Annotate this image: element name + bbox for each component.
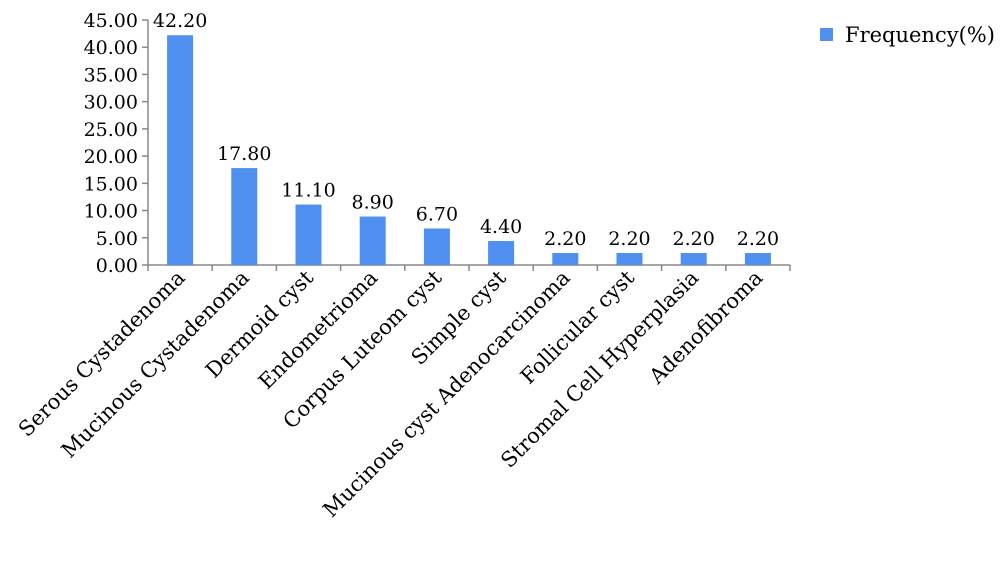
legend-label: Frequency(%)	[845, 23, 995, 47]
bar	[167, 35, 194, 265]
bar	[359, 216, 386, 265]
data-label: 2.20	[544, 228, 586, 250]
data-label: 6.70	[416, 204, 458, 226]
y-tick-label: 20.00	[84, 146, 138, 168]
data-label: 8.90	[352, 192, 394, 214]
y-tick-label: 10.00	[84, 201, 138, 223]
y-tick-label: 30.00	[84, 92, 138, 114]
bar	[744, 253, 771, 265]
bars	[167, 35, 771, 265]
data-label: 11.10	[281, 180, 335, 202]
category-label: Adenofibroma	[644, 266, 768, 390]
y-tick-label: 25.00	[84, 119, 138, 141]
bar	[488, 241, 515, 265]
category-label: Endometrioma	[254, 266, 382, 394]
data-label: 4.40	[480, 216, 522, 238]
y-axis: 0.00 5.00 10.00 15.00 20.00 25.00 30.00 35.00 40…	[84, 10, 149, 277]
y-tick-label: 40.00	[84, 37, 138, 59]
y-tick-label: 0.00	[96, 255, 138, 277]
bar	[552, 253, 579, 265]
bar	[423, 228, 450, 265]
data-label: 2.20	[608, 228, 650, 250]
data-label: 42.20	[153, 10, 207, 32]
x-axis	[147, 264, 791, 271]
category-label: Follicular cyst	[516, 265, 640, 389]
data-label: 17.80	[217, 143, 271, 165]
y-tick-label: 5.00	[96, 228, 138, 250]
bar	[295, 204, 322, 265]
legend: Frequency(%)	[820, 23, 995, 47]
data-label: 2.20	[737, 228, 779, 250]
y-tick-label: 15.00	[84, 173, 138, 195]
bar	[231, 168, 258, 265]
bar	[680, 253, 707, 265]
data-labels: 42.20 17.80 11.10 8.90 6.70 4.40 2.20 2.20 2.20 2…	[153, 10, 779, 250]
legend-swatch	[820, 28, 833, 41]
data-label: 2.20	[673, 228, 715, 250]
bar	[616, 253, 643, 265]
y-tick-label: 35.00	[84, 64, 138, 86]
y-tick-label: 45.00	[84, 10, 138, 32]
